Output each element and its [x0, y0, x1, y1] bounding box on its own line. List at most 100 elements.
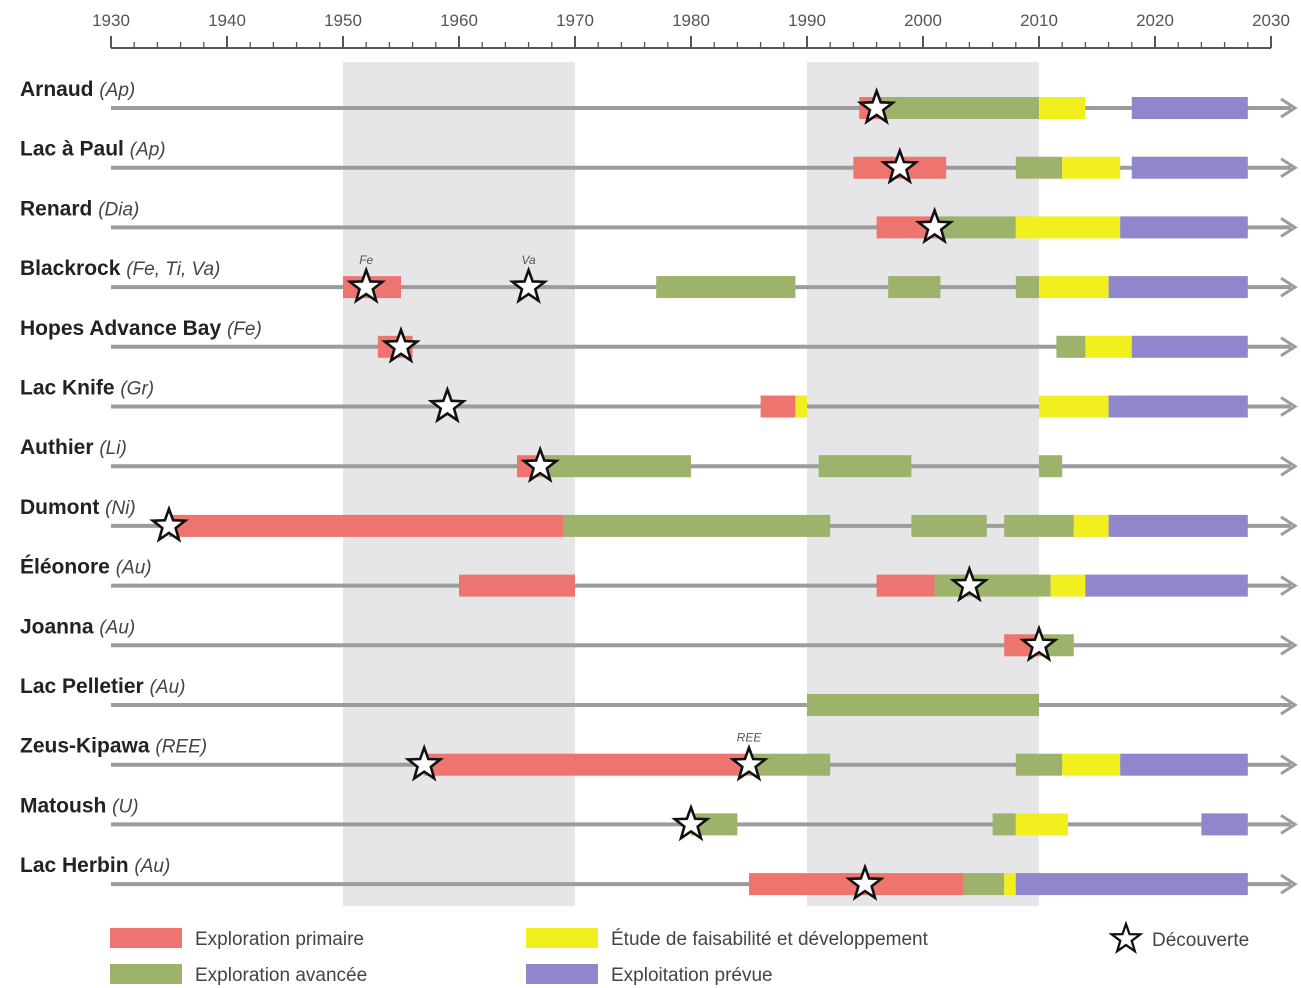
bar-exploitation [1120, 753, 1248, 776]
bar-primary [876, 574, 935, 597]
project-name: Dumont (Ni) [20, 496, 136, 519]
shaded-period-0 [343, 62, 575, 907]
bar-advanced [888, 276, 941, 299]
legend-label-exploitation: Exploitation prévue [611, 965, 773, 986]
bar-advanced [882, 97, 1039, 119]
project-name-text: Lac Pelletier [20, 675, 150, 698]
project-row: Authier (Li) [20, 436, 1298, 484]
x-tick-label: 1970 [556, 11, 594, 30]
legend-label-advanced: Exploration avancée [195, 965, 367, 986]
project-row: Zeus-Kipawa (REE) REE [20, 731, 1298, 782]
discovery-star [671, 803, 711, 842]
bar-advanced [540, 455, 691, 478]
discovery-star [880, 146, 920, 185]
project-name-text: Éléonore [20, 556, 116, 579]
discovery-star [845, 863, 885, 901]
project-name-text: Zeus-Kipawa [20, 735, 155, 758]
project-minerals: (Gr) [120, 379, 154, 400]
legend-discovery-label: Découverte [1152, 930, 1249, 951]
x-tick-label: 2020 [1136, 11, 1174, 30]
project-name: Lac Pelletier (Au) [20, 675, 185, 698]
bar-advanced [1039, 455, 1063, 478]
project-name: Lac Knife (Gr) [20, 377, 154, 400]
discovery-star [508, 266, 549, 304]
x-tick-label: 2000 [904, 11, 942, 30]
timeline-arrow [1280, 575, 1298, 596]
legend-swatch-exploitation [526, 964, 598, 984]
timeline-arrow [1280, 336, 1298, 358]
shaded-period-1 [807, 62, 1039, 907]
bar-advanced [1015, 753, 1063, 776]
legend-swatch-primary [110, 928, 182, 948]
project-name: Authier (Li) [20, 436, 127, 459]
project-name: Blackrock (Fe, Ti, Va) [20, 257, 220, 280]
bar-advanced [1015, 276, 1039, 299]
discovery-label: Va [521, 253, 536, 267]
bar-advanced [992, 813, 1016, 836]
discovery-label: Fe [359, 253, 373, 267]
x-tick-label: 1950 [324, 11, 362, 30]
project-minerals: (Au) [134, 856, 170, 877]
bar-advanced [1056, 335, 1086, 358]
x-tick-label: 2030 [1252, 11, 1290, 30]
x-tick-label: 1960 [440, 11, 478, 30]
x-axis: 1930 1940 1950 1960 1970 1980 1990 2000 2010 2020… [92, 11, 1290, 49]
bar-exploitation [1201, 813, 1248, 836]
project-name: Lac Herbin (Au) [20, 854, 170, 877]
bar-feasibility [1039, 276, 1109, 299]
bar-feasibility [1015, 813, 1068, 836]
project-minerals: (Li) [99, 438, 126, 459]
timeline-arrow [1280, 455, 1298, 477]
project-name: Hopes Advance Bay (Fe) [20, 317, 262, 340]
bar-primary [760, 395, 796, 418]
project-name-text: Joanna [20, 615, 99, 638]
x-tick-label: 2010 [1020, 11, 1058, 30]
project-minerals: (Ni) [105, 498, 136, 519]
project-name-text: Arnaud [20, 78, 99, 101]
discovery-star [914, 206, 955, 245]
bar-primary [424, 753, 749, 776]
project-minerals: (Fe, Ti, Va) [126, 259, 220, 280]
discovery-star [381, 325, 421, 364]
bar-advanced [563, 514, 831, 537]
discovery-star [149, 505, 189, 543]
discovery-label: REE [737, 731, 763, 745]
bar-feasibility [1015, 216, 1121, 239]
project-minerals: (Fe) [227, 319, 262, 340]
timeline-arrow [1280, 97, 1298, 119]
project-row: Arnaud (Ap) [20, 78, 1298, 125]
timeline-arrow [1280, 396, 1298, 417]
bar-feasibility [1050, 574, 1086, 597]
bar-feasibility [1085, 335, 1132, 358]
bar-advanced [656, 276, 796, 299]
bar-advanced [934, 574, 1051, 597]
project-name-text: Lac à Paul [20, 138, 130, 161]
legend-label-primary: Exploration primaire [195, 929, 364, 950]
bar-advanced [807, 694, 1039, 716]
bar-advanced [911, 514, 987, 537]
legend-swatch-feasibility [526, 928, 598, 948]
bar-advanced [818, 455, 912, 478]
bar-advanced [749, 753, 831, 776]
project-row: Dumont (Ni) [20, 496, 1298, 543]
project-minerals: (Dia) [98, 199, 139, 220]
project-name-text: Matoush [20, 794, 112, 817]
project-row: Joanna (Au) [20, 615, 1298, 663]
bar-exploitation [1120, 216, 1248, 239]
legend-label-feasibility: Étude de faisabilité et développement [611, 929, 929, 950]
x-tick-label: 1980 [672, 11, 710, 30]
project-name-text: Lac Knife [20, 377, 120, 400]
bar-exploitation [1015, 873, 1248, 896]
project-name-text: Blackrock [20, 257, 126, 280]
project-minerals: (Au) [150, 677, 186, 698]
project-row: Lac Pelletier (Au) [20, 675, 1298, 716]
project-name-text: Authier [20, 436, 99, 459]
project-minerals: (Au) [99, 617, 135, 638]
timeline-arrow [1280, 157, 1298, 178]
project-name-text: Dumont [20, 496, 105, 519]
project-row: Éléonore (Au) [20, 556, 1298, 603]
bar-advanced [963, 873, 1005, 896]
project-name: Arnaud (Ap) [20, 78, 135, 101]
discovery-star [1019, 624, 1059, 663]
